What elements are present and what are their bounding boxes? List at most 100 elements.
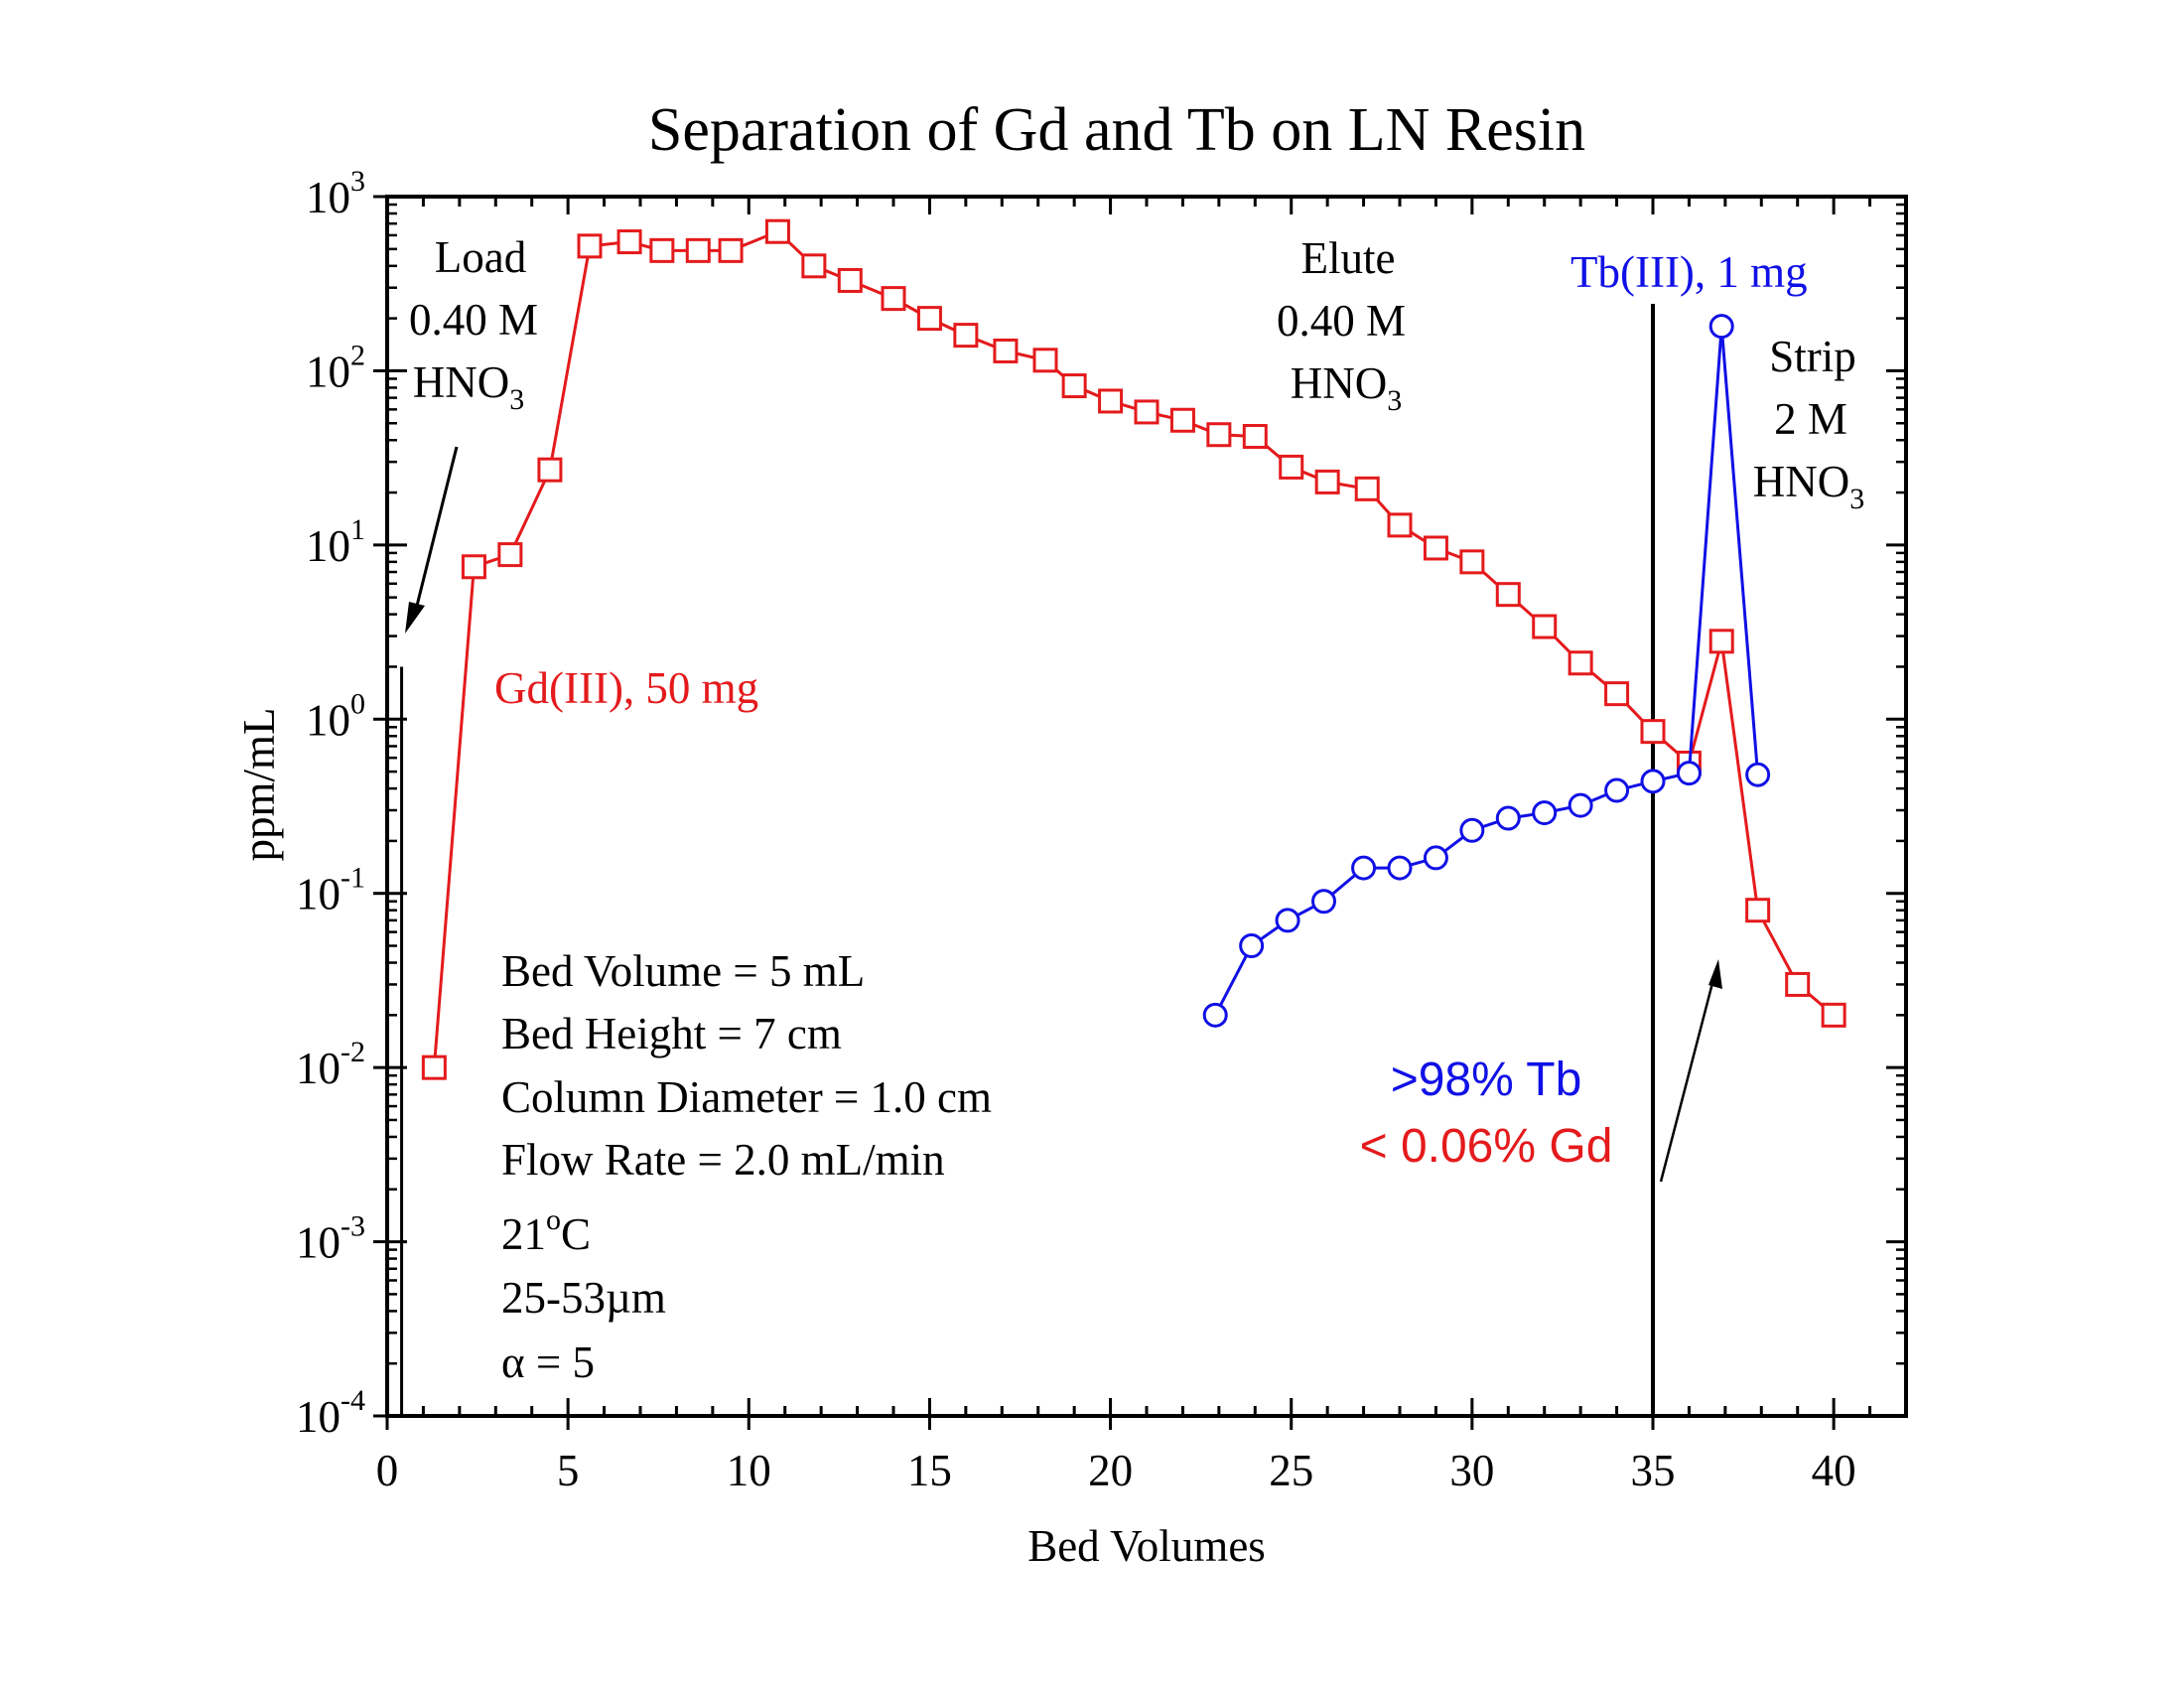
gd-data-point <box>993 338 1019 363</box>
x-axis-label: Bed Volumes <box>1027 1521 1266 1571</box>
tb-data-point <box>1532 800 1558 826</box>
gd-data-point <box>685 237 711 263</box>
tb-data-point <box>1568 792 1593 818</box>
gd-data-point <box>1745 898 1771 923</box>
tb-data-point <box>1459 817 1485 843</box>
elute-concentration: 0.40 M <box>1277 296 1406 346</box>
gd-data-point <box>1459 549 1485 575</box>
tb-data-point <box>1239 933 1265 959</box>
tb-data-point <box>1202 1002 1228 1028</box>
elute-acid: HNO3 <box>1291 358 1403 417</box>
tb-data-point <box>1495 805 1521 831</box>
y-axis-tick-labels: 103 102 101 100 10-1 10-2 10-3 10-4 <box>296 165 365 1442</box>
condition-bed-volume: Bed Volume = 5 mL <box>501 946 865 996</box>
gd-data-point <box>1423 535 1448 561</box>
y-tick-label: 103 <box>306 165 365 222</box>
tb-data-point <box>1708 314 1734 340</box>
tb-data-point <box>1275 908 1300 933</box>
gd-data-point <box>1061 373 1087 399</box>
gd-series-label: Gd(III), 50 mg <box>494 663 758 713</box>
condition-temperature: 21oC <box>501 1203 591 1259</box>
load-concentration: 0.40 M <box>409 295 538 345</box>
strip-acid: HNO3 <box>1753 457 1865 515</box>
x-tick-label: 5 <box>557 1446 580 1495</box>
tb-percent-label: >98% Tb <box>1391 1054 1582 1106</box>
tb-data-point <box>1745 762 1771 787</box>
gd-data-point <box>649 237 675 263</box>
y-tick-label: 102 <box>306 339 365 396</box>
gd-data-point <box>1821 1002 1846 1028</box>
y-tick-label: 10-1 <box>296 862 365 919</box>
y-axis-label: ppm/mL <box>234 708 284 862</box>
gd-data-point <box>1134 399 1160 425</box>
y-tick-label: 101 <box>306 513 365 571</box>
tb-data-point <box>1423 845 1448 871</box>
gd-data-point <box>1604 681 1630 707</box>
gd-data-point <box>1279 454 1304 480</box>
chart-title: Separation of Gd and Tb on LN Resin <box>648 96 1585 164</box>
condition-particle-size: 25-53µm <box>501 1273 666 1323</box>
gd-data-point <box>1242 424 1268 450</box>
tb-series-label: Tb(III), 1 mg <box>1570 247 1808 297</box>
load-arrow <box>405 446 459 633</box>
gd-data-point <box>1169 407 1195 433</box>
tb-series-line <box>1213 326 1760 1017</box>
y-tick-label: 100 <box>306 687 365 745</box>
tb-data-point <box>1387 855 1413 881</box>
tb-data-point <box>1604 777 1630 803</box>
tb-series <box>1202 314 1771 1028</box>
condition-column-diameter: Column Diameter = 1.0 cm <box>501 1072 992 1122</box>
gd-data-point <box>1098 388 1124 414</box>
series-layer <box>421 218 1846 1080</box>
gd-data-point <box>953 323 979 349</box>
gd-data-point <box>1206 422 1232 448</box>
tb-data-point <box>1351 855 1377 881</box>
gd-data-point <box>421 1055 447 1080</box>
gd-data-point <box>801 253 827 279</box>
vertical-divider-lines <box>400 304 1655 1416</box>
gd-data-point <box>718 237 744 263</box>
x-tick-label: 40 <box>1812 1446 1856 1495</box>
x-tick-label: 20 <box>1088 1446 1133 1495</box>
gd-data-point <box>881 286 906 312</box>
y-tick-label: 10-2 <box>296 1036 365 1093</box>
x-axis-tick-labels: 0 5 10 15 20 25 30 35 40 <box>376 1446 1856 1495</box>
condition-bed-height: Bed Height = 7 cm <box>501 1009 842 1058</box>
gd-data-point <box>1032 348 1058 373</box>
strip-arrow <box>1659 959 1722 1183</box>
x-tick-label: 10 <box>727 1446 771 1495</box>
gd-data-point <box>1708 629 1734 654</box>
load-title: Load <box>435 232 526 282</box>
condition-flow-rate: Flow Rate = 2.0 mL/min <box>501 1135 945 1185</box>
gd-data-point <box>837 267 863 293</box>
tb-data-point <box>1676 761 1702 786</box>
y-axis-ticks <box>373 195 1906 1418</box>
gd-data-point <box>577 233 603 259</box>
gd-data-point <box>1532 614 1558 639</box>
gd-series-line <box>432 229 1836 1068</box>
elute-title: Elute <box>1301 233 1396 283</box>
x-tick-label: 0 <box>376 1446 399 1495</box>
gd-data-point <box>1495 582 1521 608</box>
strip-title: Strip <box>1769 332 1856 381</box>
gd-percent-label: < 0.06% Gd <box>1360 1120 1613 1173</box>
x-tick-label: 15 <box>907 1446 952 1495</box>
strip-concentration: 2 M <box>1774 394 1847 444</box>
gd-data-point <box>1354 476 1380 501</box>
gd-data-point <box>1640 719 1666 745</box>
gd-data-point <box>1568 650 1593 676</box>
gd-data-point <box>1314 469 1340 494</box>
plot-frame <box>385 195 1908 1418</box>
gd-data-point <box>916 306 942 332</box>
y-tick-label: 10-4 <box>296 1384 365 1442</box>
x-tick-label: 30 <box>1449 1446 1494 1495</box>
tb-data-point <box>1311 889 1336 914</box>
gd-data-point <box>1785 971 1811 997</box>
tb-data-point <box>1640 769 1666 794</box>
x-tick-label: 25 <box>1269 1446 1313 1495</box>
gd-data-point <box>764 218 790 244</box>
gd-data-point <box>497 542 523 568</box>
condition-alpha: α = 5 <box>501 1337 595 1387</box>
gd-data-point <box>537 457 563 483</box>
